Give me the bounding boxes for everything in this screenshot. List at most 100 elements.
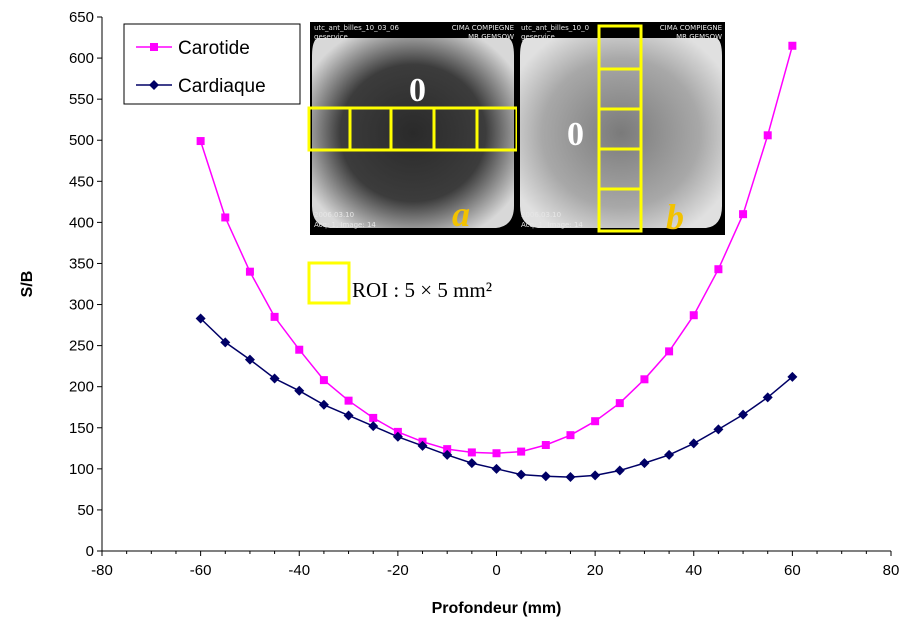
data-point-carotide [591, 417, 600, 426]
data-point-carotide [295, 345, 304, 354]
data-point-carotide [467, 448, 476, 457]
data-point-carotide [739, 210, 748, 219]
mri-image-a-header-right-2: MR GEMSOW [468, 33, 514, 41]
data-point-cardiaque [688, 438, 699, 449]
legend: Carotide Cardiaque [123, 23, 301, 105]
x-tick-label: 60 [784, 562, 801, 579]
data-point-cardiaque [713, 424, 724, 435]
legend-carotide-marker [150, 43, 158, 51]
mri-image-b-header-right: CIMA COMPIEGNE [660, 24, 722, 32]
data-point-cardiaque [762, 392, 773, 403]
data-point-cardiaque [590, 470, 601, 481]
data-point-cardiaque [269, 373, 280, 384]
data-point-cardiaque [442, 449, 453, 460]
x-tick-label: -40 [288, 562, 310, 579]
data-point-carotide [615, 399, 624, 408]
y-tick-label: 600 [69, 50, 94, 67]
data-point-cardiaque [220, 337, 231, 348]
roi-legend-square [307, 261, 351, 305]
y-tick-label: 200 [69, 379, 94, 396]
y-tick-label: 650 [69, 9, 94, 26]
data-point-carotide [443, 445, 452, 454]
mri-image-a-footer-2: Acq: 1, Image: 14 [314, 221, 376, 229]
y-axis-title: S/B [19, 271, 36, 298]
data-point-cardiaque [294, 385, 305, 396]
x-tick-label: -80 [91, 562, 113, 579]
series-layer [195, 41, 798, 483]
data-point-cardiaque [516, 469, 527, 480]
mri-image-b-zero-label: 0 [567, 116, 584, 153]
data-point-cardiaque [318, 399, 329, 410]
x-axis-title: Profondeur (mm) [432, 600, 562, 617]
data-point-cardiaque [639, 458, 650, 469]
data-point-carotide [245, 267, 254, 276]
data-point-carotide [492, 449, 501, 458]
mri-image-b: utc_ant_billes_10_0 geservice CIMA COMPI… [517, 22, 725, 237]
x-tick-label: 40 [685, 562, 702, 579]
legend-box [123, 23, 301, 105]
data-point-cardiaque [787, 371, 798, 382]
data-point-cardiaque [491, 463, 502, 474]
y-tick-label: 350 [69, 255, 94, 272]
data-point-cardiaque [195, 313, 206, 324]
data-point-carotide [665, 347, 674, 356]
data-point-carotide [270, 312, 279, 321]
roi-row-a [307, 106, 519, 152]
roi-column-b [597, 24, 643, 233]
mri-image-a: utc_ant_billes_10_03_06 geservice CIMA C… [307, 22, 519, 235]
legend-cardiaque-label: Cardiaque [178, 76, 266, 97]
data-point-carotide [344, 396, 353, 405]
legend-cardiaque-marker [149, 80, 159, 90]
data-point-carotide [221, 213, 230, 222]
mri-image-b-header-left-2: geservice [521, 33, 555, 41]
y-tick-label: 50 [77, 502, 94, 519]
roi-legend-label: ROI : 5 × 5 mm² [352, 278, 492, 302]
y-tick-label: 500 [69, 132, 94, 149]
mri-image-a-zero-label: 0 [409, 72, 426, 109]
data-point-carotide [196, 137, 205, 146]
y-tick-label: 300 [69, 297, 94, 314]
data-point-cardiaque [614, 465, 625, 476]
data-point-cardiaque [565, 472, 576, 483]
y-tick-label: 400 [69, 214, 94, 231]
data-point-carotide [763, 131, 772, 140]
legend-carotide-label: Carotide [178, 38, 250, 59]
mri-image-a-footer-1: 2006.03.10 [314, 211, 354, 219]
data-point-cardiaque [392, 431, 403, 442]
data-point-cardiaque [343, 410, 354, 421]
y-tick-label: 450 [69, 173, 94, 190]
data-point-carotide [369, 413, 378, 422]
data-point-carotide [319, 376, 328, 385]
mri-image-b-footer-1: 2006.03.10 [521, 211, 561, 219]
mri-image-a-panel-label: a [452, 194, 470, 234]
data-point-carotide [689, 311, 698, 320]
x-tick-label: 20 [587, 562, 604, 579]
x-tick-label: 80 [883, 562, 900, 579]
mri-image-a-header-right: CIMA COMPIEGNE [452, 24, 514, 32]
mri-image-a-phantom [312, 38, 514, 228]
x-tick-label: 0 [492, 562, 500, 579]
data-point-carotide [788, 41, 797, 50]
data-point-cardiaque [368, 421, 379, 432]
mri-image-b-phantom [520, 38, 722, 228]
y-tick-label: 0 [86, 543, 94, 560]
data-point-carotide [566, 431, 575, 440]
mri-image-b-panel-label: b [666, 197, 684, 237]
roi-square [597, 187, 643, 233]
mri-image-b-header-left: utc_ant_billes_10_0 [521, 24, 589, 32]
data-point-carotide [517, 447, 526, 456]
axes: 050100150200250300350400450500550600650-… [19, 9, 899, 617]
data-point-carotide [541, 441, 550, 450]
data-point-cardiaque [664, 449, 675, 460]
mri-image-a-header-left-2: geservice [314, 33, 348, 41]
data-point-cardiaque [540, 471, 551, 482]
roi-legend: ROI : 5 × 5 mm² [307, 261, 492, 305]
y-tick-label: 550 [69, 91, 94, 108]
data-point-carotide [640, 375, 649, 384]
mri-image-a-header-left: utc_ant_billes_10_03_06 [314, 24, 400, 32]
y-tick-label: 250 [69, 338, 94, 355]
y-tick-label: 150 [69, 420, 94, 437]
data-point-cardiaque [244, 354, 255, 365]
data-point-cardiaque [466, 458, 477, 469]
